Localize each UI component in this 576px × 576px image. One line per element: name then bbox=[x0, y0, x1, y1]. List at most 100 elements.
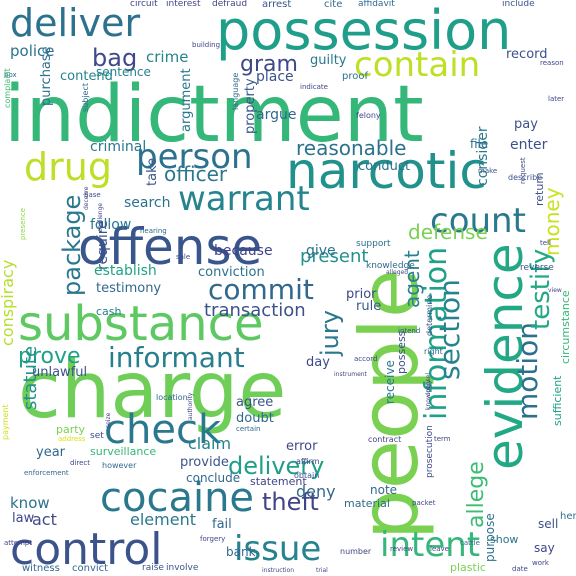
word-37: officer bbox=[164, 162, 228, 186]
word-33: defense bbox=[408, 220, 488, 244]
word-69: file bbox=[470, 137, 489, 151]
word-125: however bbox=[102, 461, 137, 470]
word-99: support bbox=[356, 239, 391, 249]
word-155: tell bbox=[540, 239, 551, 247]
word-122: contract bbox=[368, 435, 402, 444]
word-50: follow bbox=[90, 217, 132, 233]
word-92: sell bbox=[538, 517, 559, 531]
word-78: provide bbox=[180, 455, 229, 470]
word-84: unlawful bbox=[32, 365, 88, 380]
word-86: law bbox=[12, 511, 35, 526]
word-159: knowingly bbox=[425, 379, 432, 410]
word-102: convict bbox=[72, 563, 109, 574]
word-135: direct bbox=[70, 459, 91, 467]
word-145: later bbox=[548, 95, 565, 103]
word-141: subject bbox=[81, 83, 90, 112]
word-88: bank bbox=[226, 545, 256, 559]
word-130: leave bbox=[430, 545, 449, 553]
word-74: day bbox=[306, 355, 330, 370]
word-138: language bbox=[231, 72, 240, 110]
word-111: include bbox=[502, 0, 535, 9]
word-113: felony bbox=[356, 111, 381, 120]
word-21: section bbox=[433, 279, 466, 380]
word-120: determine bbox=[425, 294, 434, 336]
word-55: give bbox=[306, 243, 336, 259]
word-108: circuit bbox=[130, 0, 158, 9]
word-121: right bbox=[424, 347, 443, 356]
word-129: review bbox=[390, 545, 414, 553]
word-170: instrument bbox=[334, 371, 367, 378]
word-168: trial bbox=[316, 567, 328, 574]
word-70: conduct bbox=[358, 159, 411, 174]
word-0: indictment bbox=[4, 70, 424, 160]
word-163: packet bbox=[412, 499, 436, 507]
word-154: presence bbox=[19, 207, 27, 240]
word-134: enforcement bbox=[24, 469, 69, 477]
word-139: building bbox=[192, 41, 221, 49]
word-46: crime bbox=[146, 48, 189, 66]
word-137: forgery bbox=[200, 535, 226, 543]
word-8: control bbox=[10, 524, 163, 575]
word-35: agent bbox=[400, 250, 424, 308]
word-75: agree bbox=[236, 395, 274, 410]
word-56: testimony bbox=[96, 281, 162, 296]
word-61: purchase bbox=[39, 46, 54, 106]
word-81: year bbox=[36, 445, 66, 460]
word-89: note bbox=[370, 483, 398, 497]
word-146: describe bbox=[508, 173, 543, 182]
word-123: set bbox=[90, 431, 104, 441]
word-32: gram bbox=[240, 52, 298, 77]
word-119: prosecution bbox=[425, 425, 435, 478]
word-3: possession bbox=[216, 0, 512, 62]
word-14: warrant bbox=[178, 179, 310, 219]
word-98: knowledge bbox=[366, 261, 415, 271]
word-6: substance bbox=[18, 296, 264, 352]
word-36: reasonable bbox=[296, 136, 407, 160]
word-44: act bbox=[32, 510, 57, 529]
word-27: delivery bbox=[228, 452, 325, 480]
word-13: person bbox=[136, 137, 253, 177]
word-24: informant bbox=[108, 341, 245, 374]
word-76: doubt bbox=[236, 411, 274, 426]
word-77: error bbox=[286, 439, 318, 454]
word-87: fail bbox=[212, 517, 232, 532]
word-110: affidavit bbox=[358, 0, 395, 9]
word-11: deliver bbox=[10, 1, 141, 45]
word-39: transaction bbox=[204, 300, 306, 321]
word-18: count bbox=[430, 201, 526, 241]
word-64: guilty bbox=[310, 53, 347, 68]
word-115: sufficient bbox=[551, 375, 564, 427]
word-100: cash bbox=[96, 305, 122, 318]
word-156: intend bbox=[398, 327, 421, 335]
word-26: jury bbox=[316, 310, 344, 356]
word-140: indicate bbox=[300, 83, 328, 91]
word-41: element bbox=[130, 510, 196, 529]
word-161: authority bbox=[187, 392, 194, 420]
word-62: sentence bbox=[96, 65, 151, 79]
word-49: search bbox=[124, 195, 171, 211]
word-97: possess bbox=[395, 330, 408, 374]
word-15: intent bbox=[380, 525, 481, 565]
word-16: issue bbox=[234, 529, 322, 569]
word-1: charge bbox=[18, 346, 287, 436]
word-47: police bbox=[10, 42, 55, 60]
word-165: work bbox=[532, 559, 549, 567]
word-144: reason bbox=[540, 59, 564, 67]
word-45: deny bbox=[296, 482, 336, 501]
word-57: place bbox=[256, 69, 294, 85]
word-85: know bbox=[10, 494, 50, 512]
word-143: complaint bbox=[3, 68, 12, 108]
word-5: offense bbox=[78, 218, 263, 276]
word-71: take bbox=[145, 157, 160, 186]
word-58: argument bbox=[179, 68, 194, 132]
word-104: involve bbox=[166, 563, 199, 573]
word-166: date bbox=[512, 565, 528, 573]
word-103: raise bbox=[142, 563, 164, 573]
word-132: payment bbox=[1, 404, 10, 440]
word-30: prove bbox=[18, 344, 81, 369]
word-152: deceive bbox=[83, 186, 90, 210]
word-142: box bbox=[4, 71, 17, 79]
word-80: statement bbox=[250, 475, 307, 488]
word-171: alleged bbox=[386, 269, 409, 276]
